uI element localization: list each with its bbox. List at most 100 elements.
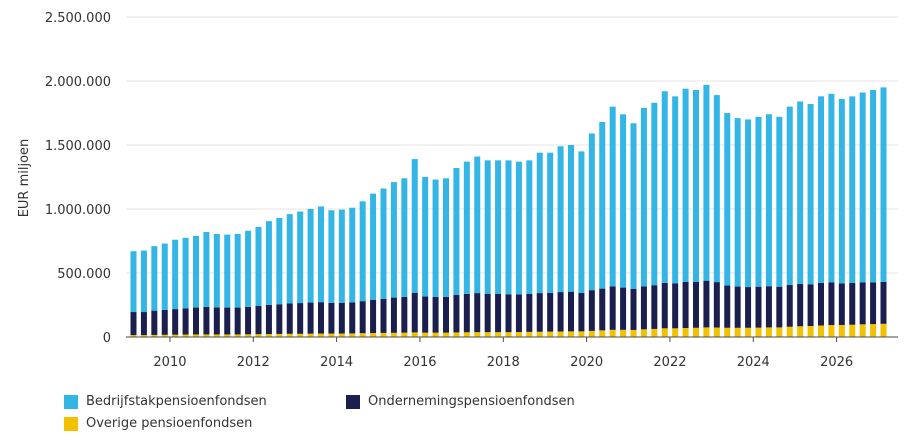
bar-overige[interactable] xyxy=(755,327,762,337)
bar-ondernemings[interactable] xyxy=(849,282,856,325)
bar-overige[interactable] xyxy=(818,325,824,337)
bar-overige[interactable] xyxy=(609,329,616,337)
bar-stack[interactable] xyxy=(453,168,460,337)
bar-ondernemings[interactable] xyxy=(859,282,866,325)
bar-stack[interactable] xyxy=(828,93,835,337)
bar-stack[interactable] xyxy=(588,133,595,337)
bar-bedrijfstak[interactable] xyxy=(880,87,887,282)
bar-bedrijfstak[interactable] xyxy=(838,98,845,284)
bar-bedrijfstak[interactable] xyxy=(422,177,429,297)
bar-bedrijfstak[interactable] xyxy=(505,160,512,295)
bar-ondernemings[interactable] xyxy=(495,293,502,333)
bar-bedrijfstak[interactable] xyxy=(536,152,543,294)
bar-bedrijfstak[interactable] xyxy=(380,188,387,299)
bar-bedrijfstak[interactable] xyxy=(818,96,824,283)
bar-stack[interactable] xyxy=(568,145,574,337)
bar-overige[interactable] xyxy=(870,324,877,337)
bar-stack[interactable] xyxy=(713,95,720,337)
bar-stack[interactable] xyxy=(724,113,731,337)
bar-ondernemings[interactable] xyxy=(557,292,564,332)
bar-ondernemings[interactable] xyxy=(265,304,272,335)
bar-ondernemings[interactable] xyxy=(515,294,522,333)
bar-bedrijfstak[interactable] xyxy=(432,179,439,297)
bar-stack[interactable] xyxy=(661,91,668,337)
bar-ondernemings[interactable] xyxy=(297,303,304,334)
bar-stack[interactable] xyxy=(318,206,324,337)
bar-ondernemings[interactable] xyxy=(307,302,314,334)
bar-stack[interactable] xyxy=(213,233,220,337)
bar-ondernemings[interactable] xyxy=(318,302,324,334)
bar-bedrijfstak[interactable] xyxy=(734,118,741,287)
legend-item-bedrijfstak[interactable]: Bedrijfstakpensioenfondsen xyxy=(64,394,267,409)
bar-overige[interactable] xyxy=(474,332,481,337)
bar-bedrijfstak[interactable] xyxy=(651,102,658,286)
bar-ondernemings[interactable] xyxy=(672,283,679,329)
bar-stack[interactable] xyxy=(432,179,439,337)
bar-overige[interactable] xyxy=(588,330,595,337)
bar-ondernemings[interactable] xyxy=(140,312,147,336)
bar-stack[interactable] xyxy=(370,193,377,337)
bar-ondernemings[interactable] xyxy=(182,308,189,335)
bar-stack[interactable] xyxy=(422,177,429,337)
bar-ondernemings[interactable] xyxy=(401,296,408,333)
bar-ondernemings[interactable] xyxy=(870,282,877,325)
bar-bedrijfstak[interactable] xyxy=(515,161,522,295)
bar-ondernemings[interactable] xyxy=(620,287,627,330)
bar-overige[interactable] xyxy=(151,334,158,337)
bar-bedrijfstak[interactable] xyxy=(172,239,179,310)
bar-overige[interactable] xyxy=(453,332,460,337)
bar-ondernemings[interactable] xyxy=(745,287,752,328)
bar-bedrijfstak[interactable] xyxy=(474,156,481,294)
bar-stack[interactable] xyxy=(880,87,887,337)
bar-overige[interactable] xyxy=(338,333,345,337)
bar-ondernemings[interactable] xyxy=(609,286,616,330)
bar-stack[interactable] xyxy=(130,251,137,337)
bar-bedrijfstak[interactable] xyxy=(276,217,283,305)
bar-overige[interactable] xyxy=(255,334,262,337)
bar-stack[interactable] xyxy=(307,209,314,337)
bar-ondernemings[interactable] xyxy=(713,282,720,328)
bar-stack[interactable] xyxy=(203,232,210,337)
bar-stack[interactable] xyxy=(151,246,158,337)
bar-overige[interactable] xyxy=(484,332,491,337)
bar-ondernemings[interactable] xyxy=(213,307,220,335)
bar-bedrijfstak[interactable] xyxy=(213,233,220,308)
bar-overige[interactable] xyxy=(599,330,606,337)
bar-stack[interactable] xyxy=(505,160,512,337)
bar-overige[interactable] xyxy=(161,334,168,337)
bar-stack[interactable] xyxy=(672,96,679,337)
bar-overige[interactable] xyxy=(234,334,241,337)
bar-bedrijfstak[interactable] xyxy=(703,84,710,281)
bar-bedrijfstak[interactable] xyxy=(245,230,252,307)
bar-bedrijfstak[interactable] xyxy=(765,114,772,287)
bar-bedrijfstak[interactable] xyxy=(578,151,585,293)
bar-ondernemings[interactable] xyxy=(568,291,574,332)
bar-overige[interactable] xyxy=(495,332,502,337)
bar-ondernemings[interactable] xyxy=(380,298,387,333)
bar-overige[interactable] xyxy=(734,327,741,337)
bar-ondernemings[interactable] xyxy=(463,293,470,333)
bar-bedrijfstak[interactable] xyxy=(338,209,345,303)
bar-overige[interactable] xyxy=(432,332,439,337)
bar-ondernemings[interactable] xyxy=(661,282,668,329)
bar-bedrijfstak[interactable] xyxy=(318,206,324,303)
bar-ondernemings[interactable] xyxy=(245,306,252,335)
bar-stack[interactable] xyxy=(849,96,856,337)
bar-overige[interactable] xyxy=(651,328,658,337)
bar-bedrijfstak[interactable] xyxy=(265,221,272,305)
bar-overige[interactable] xyxy=(443,332,449,337)
bar-stack[interactable] xyxy=(286,214,293,337)
bar-ondernemings[interactable] xyxy=(818,282,824,326)
bar-overige[interactable] xyxy=(380,332,387,337)
bar-bedrijfstak[interactable] xyxy=(328,210,335,303)
bar-stack[interactable] xyxy=(338,209,345,337)
bar-ondernemings[interactable] xyxy=(484,293,491,333)
bar-stack[interactable] xyxy=(349,207,356,337)
bar-bedrijfstak[interactable] xyxy=(609,106,616,287)
bar-ondernemings[interactable] xyxy=(693,281,699,328)
bar-ondernemings[interactable] xyxy=(776,286,783,328)
bar-overige[interactable] xyxy=(807,325,814,337)
bar-stack[interactable] xyxy=(703,84,710,337)
bar-ondernemings[interactable] xyxy=(880,281,887,324)
bar-stack[interactable] xyxy=(807,104,814,337)
